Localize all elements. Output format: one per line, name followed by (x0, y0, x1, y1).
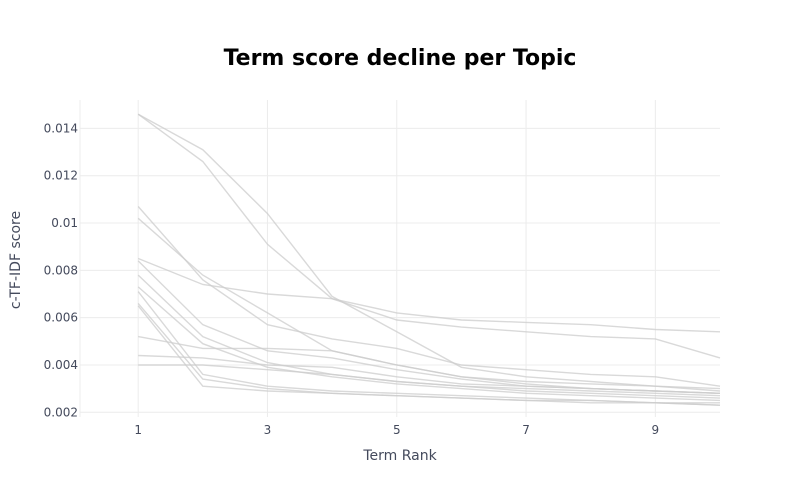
x-tick-label: 1 (134, 423, 142, 437)
y-tick-label: 0.004 (44, 358, 78, 372)
x-tick-label: 5 (393, 423, 401, 437)
series-line-11 (137, 305, 720, 404)
y-axis-ticks: 0.002 0.004 0.006 0.008 0.01 0.012 0.014 (44, 121, 78, 419)
y-tick-label: 0.01 (51, 216, 78, 230)
series-line-2 (137, 113, 721, 359)
series-line-14 (138, 364, 721, 397)
y-tick-label: 0.002 (44, 405, 78, 419)
series-line-5 (137, 257, 721, 333)
x-axis-title: Term Rank (362, 448, 437, 464)
plot-lines (137, 113, 721, 406)
series-line-13 (138, 354, 721, 394)
y-tick-label: 0.008 (44, 263, 78, 277)
series-line-12 (138, 335, 721, 390)
chart-title: Term score decline per Topic (224, 46, 577, 71)
y-axis-title: c-TF-IDF score (8, 211, 24, 309)
x-axis-ticks: 1 3 5 7 9 (134, 423, 659, 437)
x-tick-label: 3 (264, 423, 272, 437)
x-tick-label: 9 (652, 423, 660, 437)
series-line-3 (137, 206, 721, 387)
series-line-8 (137, 286, 721, 402)
gridlines (79, 100, 720, 417)
y-tick-label: 0.014 (44, 121, 78, 135)
y-tick-label: 0.012 (44, 169, 78, 183)
y-tick-label: 0.006 (44, 311, 78, 325)
series-line-1 (137, 113, 721, 392)
x-tick-label: 7 (522, 423, 530, 437)
